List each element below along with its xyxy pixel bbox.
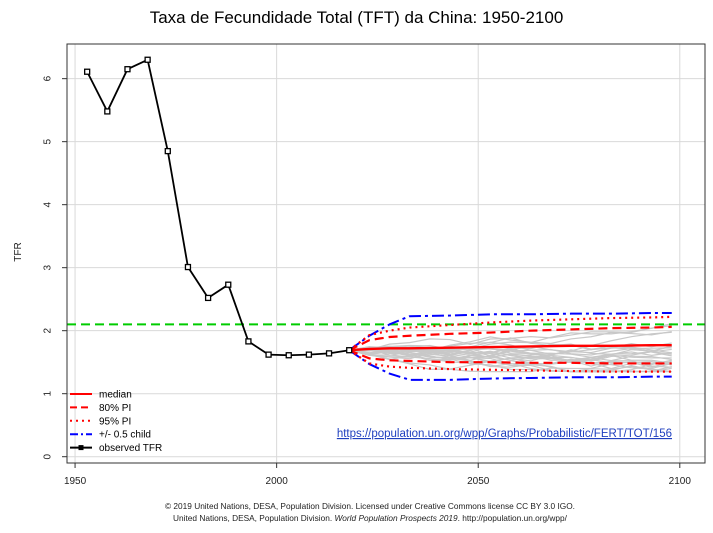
observed-tfr-point: [184, 263, 192, 271]
plot-frame: [66, 43, 706, 464]
y-tick-label: 0: [43, 453, 54, 459]
axes: 1950 2000 2050 2100 0 1 2 3 4 5 6: [43, 43, 706, 487]
observed-tfr-point: [225, 281, 232, 288]
y-tick-label: 6: [43, 75, 54, 81]
observed-tfr-point: [265, 351, 272, 358]
credits-line-1: © 2019 United Nations, DESA, Population …: [165, 501, 575, 511]
simulation-trajectory: [349, 330, 672, 352]
chart-title: Taxa de Fecundidade Total (TFT) da China…: [149, 8, 564, 27]
legend-label: 80% PI: [99, 403, 131, 414]
y-axis-label: TFR: [13, 242, 24, 261]
y-tick-label: 1: [43, 390, 54, 396]
simulation-trajectory: [349, 346, 672, 357]
credits-line-2-b: . http://population.un.org/wpp/: [457, 513, 567, 523]
legend: median 80% PI 95% PI +/- 0.5 child observed …: [70, 390, 162, 454]
80-pi-upper-line: [348, 325, 672, 352]
legend-label: +/- 0.5 child: [99, 430, 151, 441]
x-tick-label: 2050: [467, 476, 490, 487]
observed-tfr-point: [305, 351, 313, 358]
simulation-trajectories: [349, 323, 672, 373]
credits-line-2-a: United Nations, DESA, Population Divisio…: [173, 513, 335, 523]
source-url-link[interactable]: https://population.un.org/wpp/Graphs/Pro…: [337, 428, 672, 440]
simulation-trajectory: [349, 348, 672, 370]
simulation-trajectory: [349, 337, 672, 361]
observed-tfr-point: [124, 66, 131, 73]
observed-tfr-point: [164, 147, 171, 155]
legend-label: observed TFR: [99, 443, 162, 454]
legend-marker: [78, 445, 84, 451]
observed-tfr-point: [325, 350, 333, 357]
series-layer: [67, 56, 705, 381]
observed-tfr-point: [204, 294, 212, 302]
observed-tfr-point: [285, 352, 292, 359]
simulation-trajectory: [349, 348, 672, 358]
95-pi-lower-line: [348, 349, 672, 373]
credits: © 2019 United Nations, DESA, Population …: [0, 500, 713, 524]
y-tick-label: 5: [43, 138, 54, 144]
grid: [67, 44, 705, 463]
observed-tfr-point: [245, 338, 252, 345]
y-tick-label: 4: [43, 201, 54, 207]
x-tick-label: 2100: [669, 476, 692, 487]
x-tick-label: 1950: [64, 476, 87, 487]
-0-5-child-lower-line: [348, 349, 672, 381]
x-tick-label: 2000: [266, 476, 289, 487]
median-line: [349, 343, 672, 352]
credits-line-2-italic: World Population Prospects 2019: [334, 513, 458, 523]
credits-line-2: United Nations, DESA, Population Divisio…: [0, 512, 713, 524]
observed-tfr-point: [144, 56, 151, 63]
legend-label: median: [99, 390, 132, 401]
observed-tfr-point: [346, 347, 353, 354]
80-pi-lower-line: [348, 349, 672, 365]
simulation-trajectory: [349, 349, 672, 373]
y-tick-label: 2: [43, 327, 54, 333]
legend-label: 95% PI: [99, 416, 131, 427]
observed-tfr-line: [86, 58, 350, 357]
observed-tfr-point: [84, 68, 91, 75]
-0-5-child-upper-line: [348, 312, 672, 352]
y-tick-label: 3: [43, 264, 54, 270]
observed-tfr-point: [104, 108, 111, 115]
